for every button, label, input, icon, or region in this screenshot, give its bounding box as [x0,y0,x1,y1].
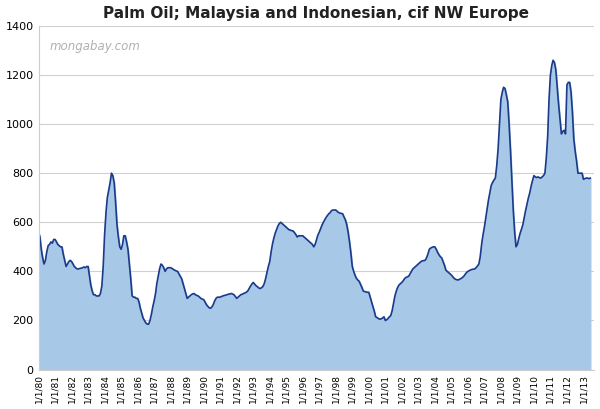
Text: mongabay.com: mongabay.com [50,40,140,53]
Title: Palm Oil; Malaysia and Indonesian, cif NW Europe: Palm Oil; Malaysia and Indonesian, cif N… [103,6,529,20]
